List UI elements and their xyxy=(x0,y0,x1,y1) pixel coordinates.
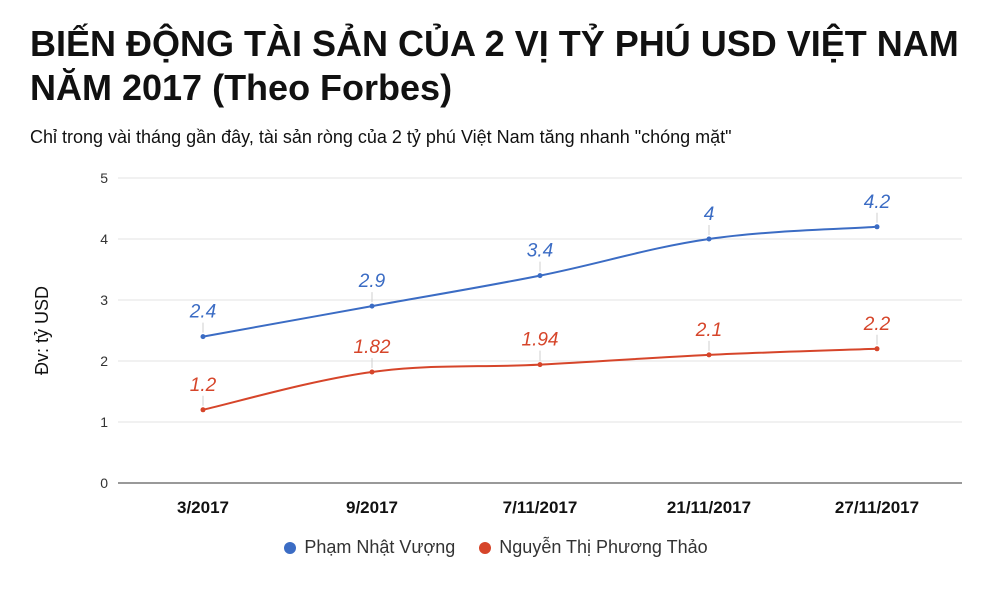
y-gridlines xyxy=(118,177,962,484)
data-label: 4.2 xyxy=(864,192,891,213)
x-tick-labels: 3/2017 9/2017 7/11/2017 21/11/2017 27/11/201… xyxy=(177,498,919,517)
y-axis-label: Đv: tỷ USD xyxy=(32,286,52,375)
chart-subtitle: Chỉ trong vài tháng gần đây, tài sản ròn… xyxy=(30,127,732,147)
series-2: 1.2 1.82 1.94 2.1 2.2 xyxy=(190,314,891,413)
x-tick-label: 3/2017 xyxy=(177,498,229,517)
y-tick-labels: 0 1 2 3 4 5 xyxy=(100,170,108,491)
data-point xyxy=(369,303,375,309)
data-label: 2.1 xyxy=(695,320,722,341)
data-label: 2.4 xyxy=(189,302,216,323)
data-point xyxy=(874,224,880,230)
x-tick-label: 7/11/2017 xyxy=(503,498,578,517)
legend-marker-icon xyxy=(284,541,297,554)
chart-title: BIẾN ĐỘNG TÀI SẢN CỦA 2 VỊ TỶ PHÚ USD VI… xyxy=(30,23,959,108)
y-tick-label: 4 xyxy=(100,231,108,247)
y-tick-label: 3 xyxy=(100,292,108,308)
legend-label: Phạm Nhật Vượng xyxy=(304,537,456,557)
x-tick-label: 9/2017 xyxy=(346,498,398,517)
data-point xyxy=(706,352,712,358)
data-point xyxy=(369,369,375,375)
x-tick-label: 27/11/2017 xyxy=(835,498,919,517)
legend-label: Nguyễn Thị Phương Thảo xyxy=(499,537,708,557)
data-label: 2.9 xyxy=(358,271,386,292)
series-1: 2.4 2.9 3.4 4 4.2 xyxy=(189,192,891,340)
data-point xyxy=(200,407,206,413)
data-point xyxy=(537,362,543,368)
data-label: 2.2 xyxy=(863,314,891,335)
data-label: 3.4 xyxy=(527,241,553,262)
legend: Phạm Nhật Vượng Nguyễn Thị Phương Thảo xyxy=(0,537,992,558)
data-label: 4 xyxy=(704,204,715,225)
legend-item: Phạm Nhật Vượng xyxy=(284,537,455,558)
legend-marker-icon xyxy=(479,541,492,554)
y-tick-label: 0 xyxy=(100,475,108,491)
data-label: 1.2 xyxy=(190,375,217,396)
data-label: 1.94 xyxy=(522,330,559,351)
x-tick-label: 21/11/2017 xyxy=(667,498,751,517)
y-tick-label: 1 xyxy=(100,414,108,430)
y-tick-label: 5 xyxy=(100,170,108,186)
data-label: 1.82 xyxy=(354,337,391,358)
y-tick-label: 2 xyxy=(100,353,108,369)
data-point xyxy=(874,346,880,352)
legend-item: Nguyễn Thị Phương Thảo xyxy=(479,537,708,558)
data-point xyxy=(200,334,206,340)
series-lines: 2.4 2.9 3.4 4 4.2 1.2 1.82 1.94 2.1 2.2 xyxy=(189,192,891,413)
data-point xyxy=(537,273,543,279)
data-point xyxy=(706,236,712,242)
